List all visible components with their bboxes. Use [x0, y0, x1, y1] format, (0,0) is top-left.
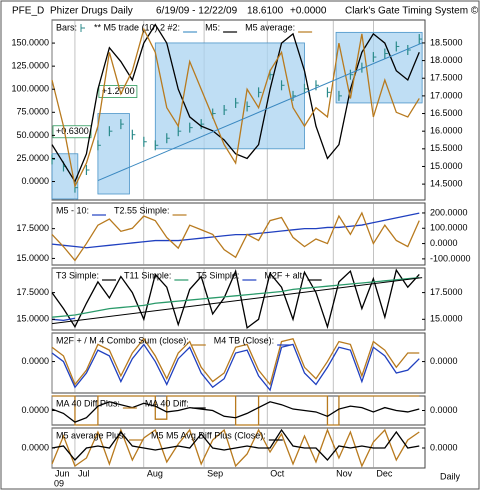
trade-label: +1.2700 — [102, 86, 135, 96]
y2-tick-label: 18.0000 — [430, 55, 463, 65]
y-tick-label: 15.0000 — [16, 253, 49, 263]
y2-tick-label: 15.5000 — [430, 143, 463, 153]
panel-frame — [51, 267, 426, 331]
series-line — [51, 428, 420, 461]
price-bar — [212, 108, 214, 119]
trend-line — [97, 42, 423, 182]
panel-frame — [51, 332, 426, 394]
legend-label: M2F + alt: — [264, 270, 304, 280]
security-name: Phizer Drugs Daily — [50, 6, 133, 17]
y2-tick-label: 14.5000 — [430, 178, 463, 188]
legend-label: Bars: — [56, 22, 77, 32]
y2-tick-label: 16.5000 — [430, 108, 463, 118]
y-tick-label: 100.0000 — [11, 84, 49, 94]
x-tick-label: Nov — [336, 468, 353, 478]
legend-label: T5 Simple: — [196, 270, 239, 280]
series-line — [51, 23, 420, 183]
y-tick-label: 75.0000 — [16, 107, 49, 117]
period-label: Daily — [440, 471, 461, 481]
series-line — [51, 268, 420, 330]
date-range: 6/19/09 - 12/22/09 — [156, 6, 238, 17]
series-line — [51, 317, 76, 322]
x-tick-label: Aug — [147, 468, 163, 478]
trade-box — [97, 113, 130, 195]
y-tick-label: 150.0000 — [11, 37, 49, 47]
legend-label: T11 Simple: — [124, 270, 171, 280]
y2-tick-label: 200.0000 — [430, 207, 468, 217]
price-bar — [74, 182, 76, 193]
y2-tick-label: 100.0000 — [430, 223, 468, 233]
legend-label: T2.55 Simple: — [114, 205, 170, 215]
x-tick-label: Oct — [270, 468, 285, 478]
legend-label: M5: — [205, 22, 220, 32]
price-bar — [154, 140, 156, 151]
legend-label: M5 average Plus: — [56, 430, 126, 440]
price-change: +0.0000 — [290, 6, 327, 17]
y-tick-label: 0.0000 — [21, 176, 49, 186]
y-tick-label: 0.0000 — [21, 442, 49, 452]
y-tick-label: 50.0000 — [16, 130, 49, 140]
y-tick-label: 0.0000 — [21, 405, 49, 415]
price-bar — [62, 161, 65, 172]
series-line — [51, 337, 420, 386]
x-tick-label: Sep — [207, 468, 223, 478]
year-label: 09 — [54, 478, 64, 488]
symbol: PFE_D — [12, 6, 44, 17]
y2-tick-label: 15.0000 — [430, 161, 463, 171]
trend-line — [51, 277, 423, 325]
y-tick-label: 17.5000 — [16, 223, 49, 233]
y-tick-label: 0.0000 — [21, 356, 49, 366]
series-line — [51, 401, 420, 423]
y-tick-label: 125.0000 — [11, 61, 49, 71]
legend-label: T3 Simple: — [56, 270, 99, 280]
system-name: Clark's Gate Timing System © — [345, 6, 479, 17]
series-line — [51, 276, 420, 318]
last-price: 18.6100 — [247, 6, 284, 17]
series-line — [51, 27, 420, 189]
y2-tick-label: 18.5000 — [430, 37, 463, 47]
series-line — [52, 395, 420, 426]
price-bar — [120, 119, 122, 130]
y2-tick-label: 0.0000 — [430, 356, 458, 366]
y2-tick-label: 0.0000 — [430, 442, 458, 452]
y2-tick-label: 17.5000 — [430, 73, 463, 83]
series-line — [51, 343, 420, 392]
y-tick-label: 17.5000 — [16, 287, 49, 297]
legend-label: M4 TB (Close): — [214, 335, 274, 345]
x-tick-label: Jun — [55, 468, 70, 478]
y2-tick-label: -100.0000 — [430, 253, 471, 263]
legend-label: ** M5 trade (10) 2 #2: — [94, 22, 180, 32]
legend-label: M5 average: — [245, 22, 295, 32]
x-tick-label: Jul — [78, 468, 90, 478]
y2-tick-label: 17.5000 — [430, 287, 463, 297]
series-line — [51, 428, 420, 468]
y2-tick-label: 17.0000 — [430, 90, 463, 100]
trade-label: +0.6300 — [56, 126, 89, 136]
y2-tick-label: 15.0000 — [430, 314, 463, 324]
legend-label: M5 M5 Avg Diff Plus (Close): — [151, 430, 266, 440]
y2-tick-label: 0.0000 — [430, 405, 458, 415]
trade-box — [51, 153, 79, 200]
x-tick-label: Dec — [376, 468, 393, 478]
y2-tick-label: 16.0000 — [430, 126, 463, 136]
y-tick-label: 25.0000 — [16, 153, 49, 163]
y2-tick-label: 0.0000 — [430, 238, 458, 248]
series-line — [51, 211, 420, 262]
legend-label: MA 40 Diff: — [145, 398, 189, 408]
legend-label: M2F + / M 4 Combo Sum (close): — [56, 335, 189, 345]
legend-label: M5 - 10: — [56, 205, 89, 215]
price-bar — [143, 136, 145, 147]
y-tick-label: 15.0000 — [16, 314, 49, 324]
series-line — [51, 212, 420, 249]
legend-label: MA 40 Diff Plus: — [56, 398, 120, 408]
